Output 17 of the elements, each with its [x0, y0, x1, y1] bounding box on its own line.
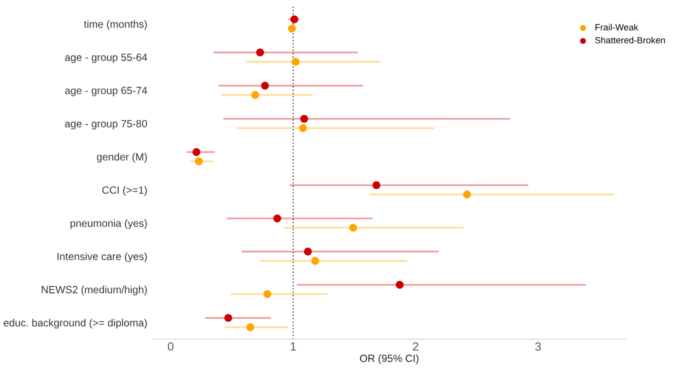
y-tick-label: age - group 55-64	[65, 54, 148, 64]
x-tick-label: 0	[168, 342, 174, 351]
y-tick-label: age - group 65-74	[65, 86, 148, 96]
y-tick-label: time (months)	[84, 20, 147, 30]
legend-label: Shattered-Broken	[595, 36, 665, 44]
x-tick-label: 1	[290, 342, 296, 351]
y-tick-label: age - group 75-80	[65, 120, 148, 130]
y-tick-label: NEWS2 (medium/high)	[42, 286, 147, 296]
legend-label: Frail-Weak	[595, 24, 638, 30]
y-tick-label: CCI (>=1)	[102, 186, 147, 196]
y-tick-label: Intensive care (yes)	[58, 252, 147, 262]
x-tick-label: 3	[535, 342, 541, 351]
y-tick-label: educ. background (>= diploma)	[4, 318, 147, 329]
x-tick-label: 2	[412, 342, 418, 351]
y-tick-label: pneumonia (yes)	[70, 219, 147, 229]
x-axis-title: OR (95% CI)	[360, 354, 418, 364]
y-tick-label: gender (M)	[96, 152, 147, 163]
